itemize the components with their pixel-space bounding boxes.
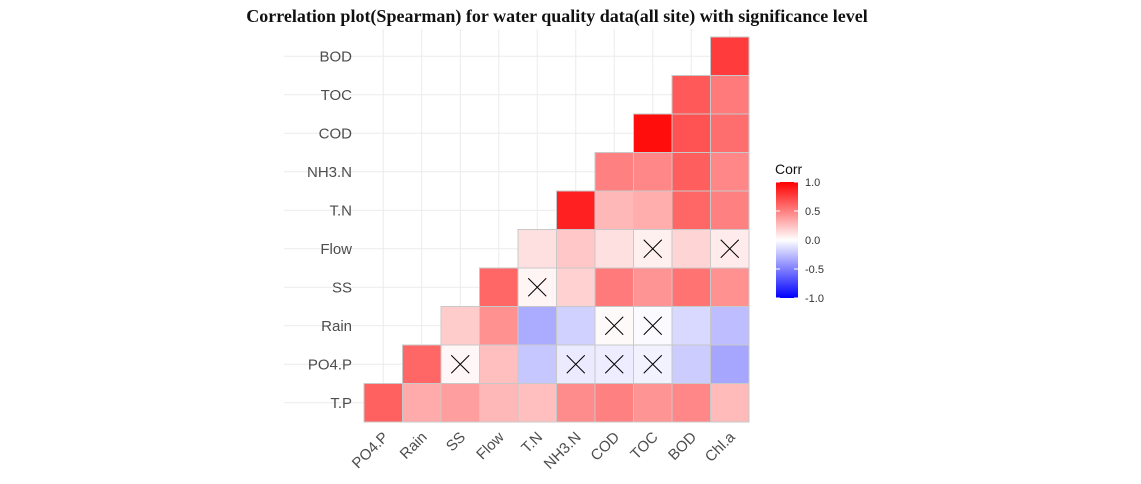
- heatmap-cell: T.N / NH3.N: 0.87: [556, 190, 596, 230]
- x-tick-label: PO4.P: [349, 429, 392, 472]
- heatmap-cell: PO4.P / BOD: -0.2: [671, 344, 711, 384]
- heatmap-cell: Flow / T.N: 0.12: [517, 229, 557, 269]
- x-tick-label: TOC: [627, 429, 661, 463]
- heatmap-cell: SS / BOD: 0.55: [671, 267, 711, 307]
- heatmap-cell: Flow / NH3.N: 0.22: [556, 229, 596, 269]
- heatmap-cell: BOD / Chl.a: 0.77: [710, 36, 750, 76]
- heatmap-cell: Rain / Flow: 0.43: [479, 306, 519, 346]
- heatmap-cell: SS / Chl.a: 0.43: [710, 267, 750, 307]
- heatmap-cells: T.P / PO4.P: 0.62T.P / Rain: 0.33T.P / S…: [363, 36, 750, 423]
- x-tick-label: Chl.a: [702, 428, 739, 465]
- heatmap-cell: Rain / NH3.N: -0.18: [556, 306, 596, 346]
- legend-label: -0.5: [805, 264, 824, 276]
- y-tick-label: PO4.P: [308, 356, 352, 373]
- heatmap-cell: COD / BOD: 0.68: [671, 113, 711, 153]
- heatmap-cell: T.N / BOD: 0.6: [671, 190, 711, 230]
- heatmap-cell: T.N / COD: 0.28: [594, 190, 634, 230]
- y-tick-label: T.N: [330, 202, 353, 219]
- heatmap-cell: PO4.P / Chl.a: -0.35: [710, 344, 750, 384]
- heatmap-cell: T.P / Rain: 0.33: [402, 383, 442, 423]
- non-significant-mark: [450, 354, 470, 374]
- non-significance-marks: [450, 239, 740, 374]
- legend-title: Corr: [775, 161, 803, 177]
- non-significant-mark: [527, 277, 547, 297]
- x-tick-label: BOD: [665, 429, 700, 464]
- heatmap-cell: NH3.N / BOD: 0.63: [671, 152, 711, 192]
- heatmap-cell: PO4.P / Flow: 0.25: [479, 344, 519, 384]
- non-significant-mark: [604, 354, 624, 374]
- heatmap-cell: COD / TOC: 0.95: [633, 113, 673, 153]
- x-tick-label: T.N: [518, 429, 546, 457]
- heatmap-cell: Rain / BOD: -0.15: [671, 306, 711, 346]
- non-significant-mark: [643, 354, 663, 374]
- heatmap-cell: T.P / Chl.a: 0.27: [710, 383, 750, 423]
- heatmap-cell: Rain / T.N: -0.33: [517, 306, 557, 346]
- heatmap-cell: COD / Chl.a: 0.57: [710, 113, 750, 153]
- heatmap-cell: PO4.P / T.N: -0.22: [517, 344, 557, 384]
- heatmap-cell: Flow / COD: 0.12: [594, 229, 634, 269]
- legend-label: 0.5: [805, 206, 820, 218]
- heatmap-cell: T.P / T.N: 0.25: [517, 383, 557, 423]
- heatmap-cell: TOC / Chl.a: 0.52: [710, 75, 750, 115]
- y-tick-label: NH3.N: [307, 164, 352, 181]
- legend-label: 1.0: [805, 177, 820, 189]
- non-significant-mark: [566, 354, 586, 374]
- heatmap-cell: Rain / SS: 0.2: [440, 306, 480, 346]
- heatmap-cell: SS / Flow: 0.6: [479, 267, 519, 307]
- heatmap-cell: PO4.P / Rain: 0.6: [402, 344, 442, 384]
- y-tick-label: Rain: [321, 318, 352, 335]
- x-tick-label: NH3.N: [541, 429, 585, 473]
- heatmap-cell: T.P / NH3.N: 0.45: [556, 383, 596, 423]
- heatmap-cell: T.N / TOC: 0.32: [633, 190, 673, 230]
- y-tick-label: T.P: [330, 395, 352, 412]
- y-tick-label: SS: [332, 279, 352, 296]
- y-tick-label: TOC: [321, 87, 353, 104]
- y-tick-label: COD: [319, 125, 353, 142]
- heatmap-cell: T.N / Chl.a: 0.5: [710, 190, 750, 230]
- x-tick-label: COD: [587, 429, 623, 465]
- non-significant-mark: [720, 239, 740, 259]
- heatmap-cell: Rain / Chl.a: -0.26: [710, 306, 750, 346]
- heatmap-cell: SS / TOC: 0.42: [633, 267, 673, 307]
- heatmap-cell: Flow / BOD: 0.17: [671, 229, 711, 269]
- heatmap-cell: SS / NH3.N: 0.18: [556, 267, 596, 307]
- heatmap-cell: T.P / COD: 0.5: [594, 383, 634, 423]
- x-tick-label: Flow: [473, 429, 508, 464]
- heatmap-cell: T.P / TOC: 0.42: [633, 383, 673, 423]
- x-tick-label: Rain: [397, 429, 431, 463]
- heatmap-cell: TOC / BOD: 0.65: [671, 75, 711, 115]
- legend-label: 0.0: [805, 235, 820, 247]
- non-significant-mark: [604, 316, 624, 336]
- heatmap-cell: T.P / SS: 0.38: [440, 383, 480, 423]
- chart-title: Correlation plot(Spearman) for water qua…: [246, 6, 868, 26]
- heatmap-cell: SS / COD: 0.52: [594, 267, 634, 307]
- non-significant-mark: [643, 239, 663, 259]
- heatmap-cell: T.P / Flow: 0.28: [479, 383, 519, 423]
- heatmap-cell: NH3.N / TOC: 0.47: [633, 152, 673, 192]
- heatmap-cell: NH3.N / Chl.a: 0.47: [710, 152, 750, 192]
- y-axis-ticks: T.P PO4.P Rain SS Flow T.N NH3.N COD TOC BOD: [307, 48, 352, 412]
- y-tick-label: BOD: [319, 48, 352, 65]
- x-tick-label: SS: [443, 429, 469, 455]
- heatmap-cell: T.P / PO4.P: 0.62: [363, 383, 403, 423]
- legend-colorbar: [776, 182, 798, 298]
- non-significant-mark: [643, 316, 663, 336]
- heatmap-cell: NH3.N / COD: 0.5: [594, 152, 634, 192]
- heatmap-cell: T.P / BOD: 0.47: [671, 383, 711, 423]
- legend-label: -1.0: [805, 293, 824, 305]
- y-tick-label: Flow: [320, 241, 352, 258]
